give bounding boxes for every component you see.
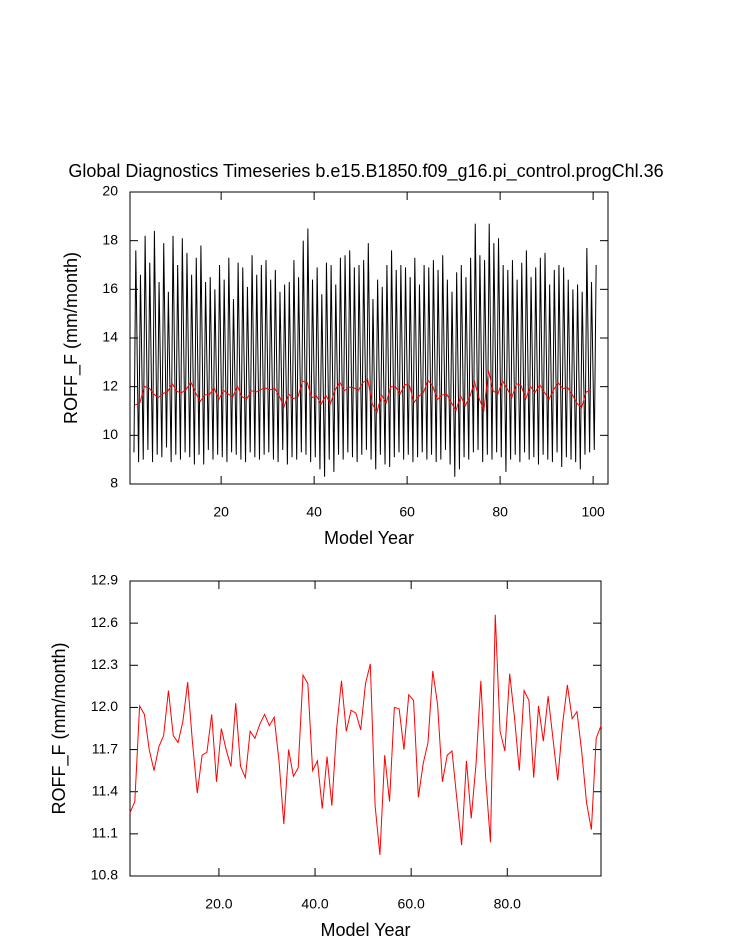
x-tick-label: 60.0 bbox=[398, 896, 425, 912]
y-tick-label: 11.4 bbox=[92, 782, 118, 798]
y-tick-label: 16 bbox=[102, 280, 118, 296]
y-tick-label: 10 bbox=[102, 426, 118, 442]
x-tick-label: 80 bbox=[492, 504, 508, 520]
data-line bbox=[134, 370, 592, 414]
y-tick-label: 12.3 bbox=[91, 656, 118, 672]
y-tick-label: 20 bbox=[102, 183, 118, 199]
x-axis-title: Model Year bbox=[324, 528, 414, 548]
y-axis-title: ROFF_F (mm/month) bbox=[61, 252, 82, 424]
x-tick-label: 40.0 bbox=[301, 896, 328, 912]
y-tick-label: 14 bbox=[102, 329, 118, 345]
y-tick-label: 10.8 bbox=[91, 867, 118, 883]
x-tick-label: 20 bbox=[213, 504, 229, 520]
y-tick-label: 12.0 bbox=[91, 698, 118, 714]
x-tick-label: 60 bbox=[399, 504, 415, 520]
y-tick-label: 12 bbox=[102, 377, 118, 393]
x-tick-label: 20.0 bbox=[205, 896, 232, 912]
x-axis-title: Model Year bbox=[320, 920, 410, 940]
data-line bbox=[133, 223, 597, 477]
y-tick-label: 12.6 bbox=[91, 614, 118, 630]
chart-title: Global Diagnostics Timeseries b.e15.B185… bbox=[68, 161, 663, 182]
y-tick-label: 12.9 bbox=[91, 572, 118, 588]
y-tick-label: 11.7 bbox=[92, 740, 118, 756]
y-tick-label: 18 bbox=[102, 231, 118, 247]
y-tick-label: 11.1 bbox=[92, 825, 118, 841]
x-tick-label: 40 bbox=[306, 504, 322, 520]
plot-frame bbox=[129, 580, 602, 877]
x-tick-label: 80.0 bbox=[494, 896, 521, 912]
data-line bbox=[129, 614, 602, 855]
x-tick-label: 100 bbox=[581, 504, 605, 520]
y-axis-title: ROFF_F (mm/month) bbox=[49, 642, 70, 814]
y-tick-label: 8 bbox=[110, 475, 118, 491]
